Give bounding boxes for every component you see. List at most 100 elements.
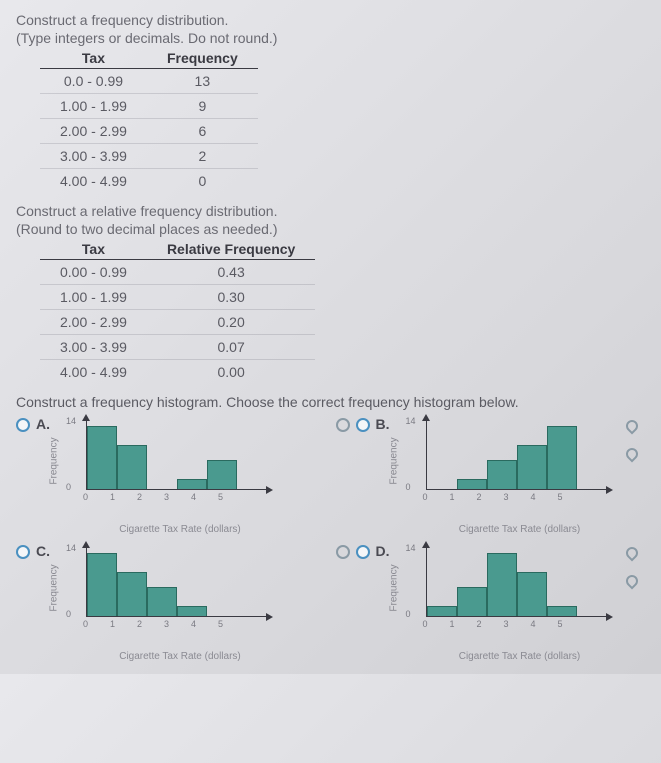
cell-val: 0.43 [147,260,315,285]
radio-c[interactable] [16,545,30,559]
chart-a: Frequency 14 0 012345 [60,416,280,506]
cell-tax: 4.00 - 4.99 [40,169,147,194]
radio-d[interactable] [356,545,370,559]
freq-table-1: Tax Frequency 0.0 - 0.99131.00 - 1.9992.… [40,48,258,193]
axes-b [426,420,606,490]
xtick: 1 [110,492,140,502]
q2-title: Construct a relative frequency distribut… [16,203,645,219]
cell-tax: 3.00 - 3.99 [40,144,147,169]
bar [457,587,487,616]
cell-val: 0 [147,169,258,194]
q1-title: Construct a frequency distribution. [16,12,645,28]
xtick: 3 [164,619,194,629]
xticks-c: 012345 [86,619,266,629]
xtick: 2 [137,619,167,629]
cell-val: 9 [147,94,258,119]
xtick: 1 [450,492,480,502]
xticks-a: 012345 [86,492,266,502]
ytick-bot-d: 0 [406,609,411,619]
xtick: 2 [477,619,507,629]
xtick: 5 [558,619,588,629]
cell-tax: 2.00 - 2.99 [40,119,147,144]
xtick: 5 [558,492,588,502]
xtick: 0 [423,619,453,629]
ytick-top-b: 14 [406,416,416,426]
xtick: 4 [531,619,561,629]
ylabel-a: Frequency [49,437,60,484]
xtick: 2 [137,492,167,502]
bar [207,460,237,489]
ytick-bot-c: 0 [66,609,71,619]
cell-val: 6 [147,119,258,144]
bar [487,460,517,489]
chart-d: Frequency 14 0 012345 [400,543,620,633]
xticks-b: 012345 [426,492,606,502]
ytick-top-a: 14 [66,416,76,426]
option-d[interactable]: D. Frequency 14 0 012345 Cigarette Tax R… [336,543,646,662]
q2-h0: Tax [40,239,147,260]
table-row: 2.00 - 2.990.20 [40,310,315,335]
cell-val: 0.00 [147,360,315,385]
bar [517,572,547,616]
table-row: 4.00 - 4.990.00 [40,360,315,385]
cell-val: 0.20 [147,310,315,335]
cell-val: 0.30 [147,285,315,310]
label-a: A. [36,416,54,432]
q1-h1: Frequency [147,48,258,69]
chart-c-wrap: Frequency 14 0 012345 Cigarette Tax Rate… [60,543,280,662]
xtick: 4 [531,492,561,502]
xtick: 2 [477,492,507,502]
cell-tax: 1.00 - 1.99 [40,285,147,310]
partial-icon [623,446,640,463]
table-row: 2.00 - 2.996 [40,119,258,144]
label-d: D. [376,543,394,559]
xlabel-a: Cigarette Tax Rate (dollars) [119,524,241,535]
bar [87,426,117,489]
q1-h0: Tax [40,48,147,69]
option-a[interactable]: A. Frequency 14 0 012345 Cigarette Tax R… [16,416,326,535]
q3-title: Construct a frequency histogram. Choose … [16,394,645,410]
ytick-bot-a: 0 [66,482,71,492]
extras-b [626,420,638,460]
ytick-bot-b: 0 [406,482,411,492]
xtick: 0 [83,619,113,629]
table-row: 1.00 - 1.999 [40,94,258,119]
cell-tax: 0.00 - 0.99 [40,260,147,285]
q2-note: (Round to two decimal places as needed.) [16,221,645,237]
bar [117,572,147,616]
partial-icon [623,573,640,590]
chart-d-wrap: Frequency 14 0 012345 Cigarette Tax Rate… [400,543,620,662]
option-b[interactable]: B. Frequency 14 0 012345 Cigarette Tax R… [336,416,646,535]
xtick: 5 [218,492,248,502]
label-c: C. [36,543,54,559]
xtick: 1 [450,619,480,629]
xlabel-c: Cigarette Tax Rate (dollars) [119,651,241,662]
arrow-x-c [266,613,273,621]
chart-a-wrap: Frequency 14 0 012345 Cigarette Tax Rate… [60,416,280,535]
xtick: 0 [83,492,113,502]
xtick: 1 [110,619,140,629]
radio-a[interactable] [16,418,30,432]
chart-c: Frequency 14 0 012345 [60,543,280,633]
radio-d-pre[interactable] [336,545,350,559]
freq-table-2: Tax Relative Frequency 0.00 - 0.990.431.… [40,239,315,384]
cell-val: 0.07 [147,335,315,360]
label-b: B. [376,416,394,432]
option-c[interactable]: C. Frequency 14 0 012345 Cigarette Tax R… [16,543,326,662]
bar [487,553,517,616]
radio-b-pre[interactable] [336,418,350,432]
xlabel-b: Cigarette Tax Rate (dollars) [459,524,581,535]
xtick: 4 [191,492,221,502]
axes-c [86,547,266,617]
cell-tax: 3.00 - 3.99 [40,335,147,360]
xtick: 3 [504,492,534,502]
xtick: 3 [504,619,534,629]
partial-icon [623,545,640,562]
xlabel-d: Cigarette Tax Rate (dollars) [459,651,581,662]
cell-val: 2 [147,144,258,169]
bar [177,606,207,616]
radio-b[interactable] [356,418,370,432]
cell-tax: 0.0 - 0.99 [40,69,147,94]
xtick: 5 [218,619,248,629]
table-row: 1.00 - 1.990.30 [40,285,315,310]
